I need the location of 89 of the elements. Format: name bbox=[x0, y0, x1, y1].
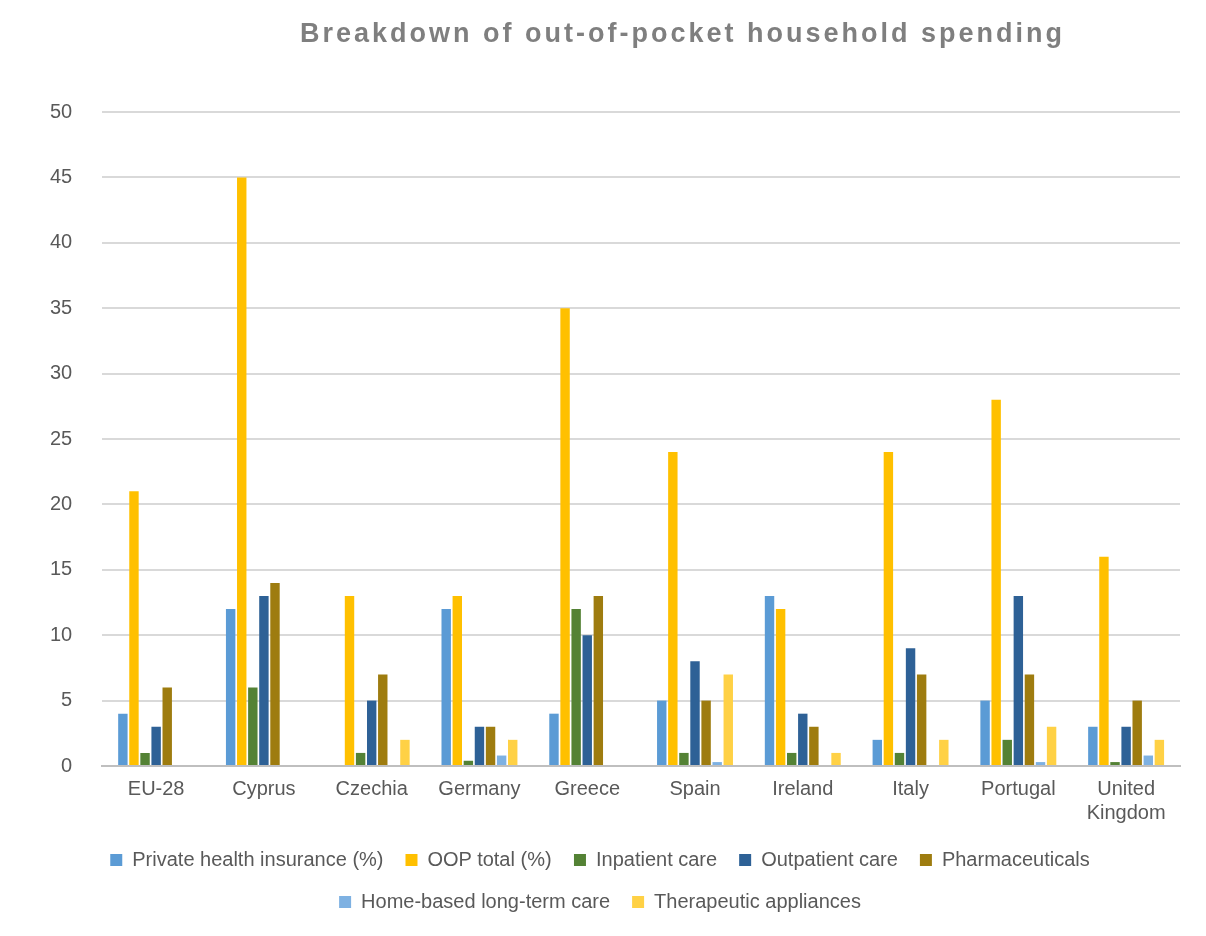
bar bbox=[872, 739, 883, 765]
bar bbox=[1143, 755, 1153, 765]
bar bbox=[679, 752, 689, 765]
legend-label: Therapeutic appliances bbox=[654, 889, 861, 912]
bar bbox=[939, 739, 949, 765]
bar bbox=[1013, 595, 1024, 765]
bar bbox=[809, 726, 819, 765]
bar bbox=[129, 491, 139, 765]
legend-label: Inpatient care bbox=[595, 847, 718, 870]
bar bbox=[151, 726, 161, 765]
x-tick-label: Portugal bbox=[981, 776, 1056, 799]
legend-label: OOP total (%) bbox=[427, 847, 552, 870]
bar bbox=[1088, 726, 1098, 765]
legend-label: Outpatient care bbox=[761, 847, 898, 870]
bar bbox=[355, 752, 366, 765]
legend-label: Home-based long-term care bbox=[361, 889, 611, 912]
y-tick-label: 10 bbox=[50, 622, 73, 645]
y-tick-label: 50 bbox=[50, 99, 73, 122]
bar bbox=[378, 674, 388, 765]
bar bbox=[764, 595, 775, 765]
y-tick-label: 15 bbox=[50, 557, 73, 580]
bar bbox=[916, 674, 927, 765]
bar bbox=[1099, 556, 1109, 765]
bar bbox=[668, 452, 678, 765]
bar bbox=[560, 308, 570, 765]
bar bbox=[452, 595, 462, 765]
x-tick-label: Spain bbox=[669, 776, 721, 799]
x-tick-label: Italy bbox=[892, 776, 929, 799]
bar bbox=[1110, 762, 1120, 765]
bar bbox=[474, 726, 485, 765]
bar bbox=[593, 595, 604, 765]
y-tick-label: 5 bbox=[61, 688, 73, 711]
x-tick-label: Czechia bbox=[335, 776, 409, 799]
bar bbox=[162, 687, 172, 765]
bar bbox=[140, 752, 150, 765]
bar bbox=[582, 635, 592, 765]
y-tick-label: 40 bbox=[50, 230, 73, 253]
bar bbox=[657, 700, 667, 765]
bar bbox=[270, 582, 280, 765]
y-tick-label: 35 bbox=[50, 295, 73, 318]
bar bbox=[1132, 700, 1142, 765]
x-tick-label: Germany bbox=[438, 776, 521, 799]
bar bbox=[485, 726, 496, 765]
bar bbox=[225, 609, 236, 765]
bar bbox=[798, 713, 808, 765]
bar bbox=[894, 752, 905, 765]
bar bbox=[831, 752, 841, 765]
x-tick-label: Ireland bbox=[772, 776, 834, 799]
bar bbox=[549, 713, 559, 765]
bar bbox=[701, 700, 711, 765]
bar bbox=[366, 700, 377, 765]
bar bbox=[690, 661, 700, 765]
bar bbox=[883, 452, 894, 765]
bar bbox=[259, 595, 269, 765]
y-tick-label: 30 bbox=[50, 361, 73, 384]
x-tick-label: United Kingdom bbox=[1086, 776, 1166, 823]
chart-title: Breakdown of out-of-pocket household spending bbox=[300, 18, 1065, 49]
bar bbox=[786, 752, 797, 765]
bar bbox=[571, 609, 581, 765]
bar bbox=[1121, 726, 1131, 765]
bar bbox=[1154, 739, 1165, 765]
bar bbox=[496, 755, 507, 765]
bar bbox=[1002, 739, 1012, 765]
bar bbox=[237, 177, 247, 765]
bar bbox=[1035, 762, 1046, 765]
bar bbox=[1024, 674, 1035, 765]
legend-label: Private health insurance (%) bbox=[132, 847, 384, 870]
legend-label: Pharmaceuticals bbox=[941, 847, 1090, 870]
bar bbox=[712, 762, 722, 765]
y-tick-label: 45 bbox=[50, 164, 73, 187]
x-tick-label: Cyprus bbox=[232, 776, 296, 799]
bar bbox=[344, 595, 355, 765]
bar bbox=[1046, 726, 1057, 765]
y-tick-label: 20 bbox=[50, 491, 73, 514]
x-tick-label: EU-28 bbox=[127, 776, 185, 799]
bar bbox=[248, 687, 258, 765]
bar bbox=[508, 739, 518, 765]
y-tick-label: 0 bbox=[61, 753, 73, 776]
bar bbox=[463, 760, 474, 765]
y-tick-label: 25 bbox=[50, 426, 73, 449]
bar bbox=[905, 648, 916, 765]
bar bbox=[980, 700, 990, 765]
bar bbox=[723, 674, 733, 765]
bar bbox=[400, 739, 410, 765]
bar bbox=[118, 713, 128, 765]
bar bbox=[991, 399, 1001, 765]
x-tick-label: Greece bbox=[554, 776, 621, 799]
bar bbox=[441, 609, 451, 765]
bar bbox=[775, 609, 786, 765]
